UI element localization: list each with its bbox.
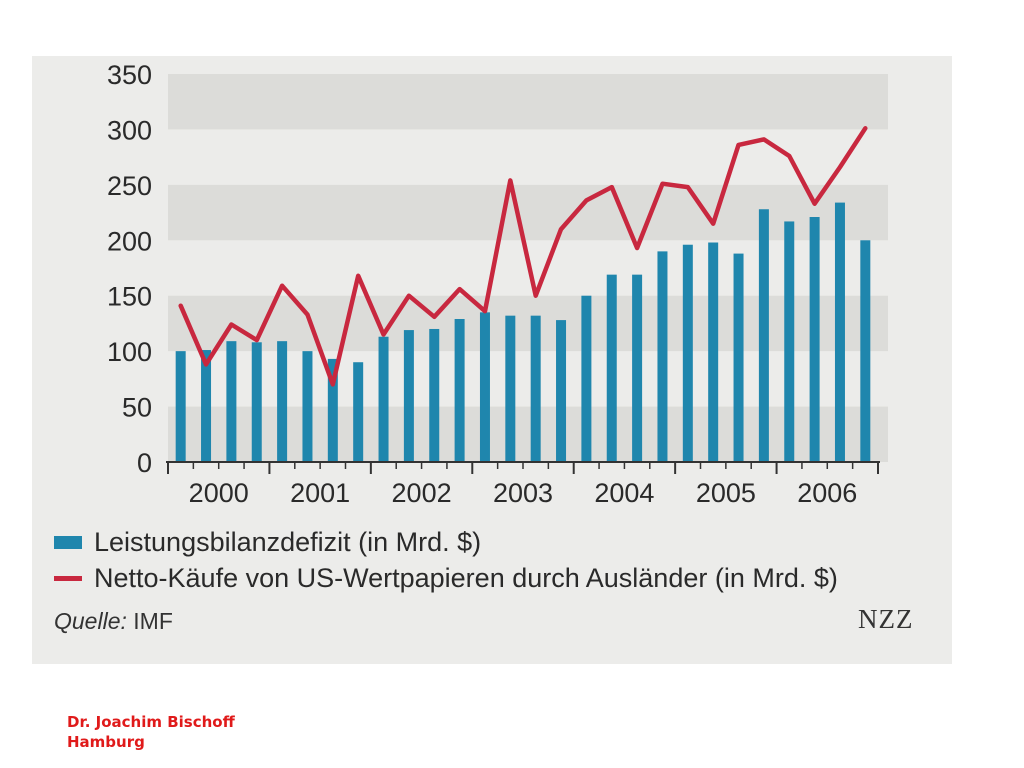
bar xyxy=(505,315,516,462)
bar xyxy=(353,362,364,462)
legend-label-line: Netto-Käufe von US-Wertpapieren durch Au… xyxy=(94,562,838,593)
y-tick-label: 100 xyxy=(107,337,152,367)
author-city: Hamburg xyxy=(67,733,145,751)
x-tick-label: 2004 xyxy=(594,478,654,508)
legend-entry-line: Netto-Käufe von US-Wertpapieren durch Au… xyxy=(54,560,838,596)
bar xyxy=(733,253,744,462)
chart-svg: 0 50 100 150 200 250 300 350 2000 2001 2002 2003 200… xyxy=(107,60,888,508)
bar xyxy=(809,217,820,462)
bar xyxy=(479,312,490,462)
bar xyxy=(708,242,719,462)
source-value: IMF xyxy=(133,608,173,634)
bar xyxy=(302,351,313,462)
bar xyxy=(378,336,389,462)
grid-band xyxy=(168,184,888,241)
bar xyxy=(758,209,769,462)
bar xyxy=(784,221,795,462)
x-tick-label: 2005 xyxy=(696,478,756,508)
bar xyxy=(860,240,871,462)
y-tick-label: 350 xyxy=(107,60,152,90)
y-tick-label: 250 xyxy=(107,171,152,201)
legend-swatch-line xyxy=(54,575,82,581)
bar xyxy=(682,244,693,462)
source-label: Quelle: xyxy=(54,608,127,634)
bar xyxy=(454,318,465,462)
legend-swatch-bars xyxy=(54,535,82,549)
x-tick-label: 2001 xyxy=(290,478,350,508)
bar xyxy=(251,342,262,462)
grid-band xyxy=(168,74,888,130)
author-credit: Dr. Joachim Bischoff Hamburg xyxy=(67,712,235,752)
bar xyxy=(834,202,845,462)
bar xyxy=(226,341,237,462)
bar xyxy=(403,330,414,462)
series-line xyxy=(178,126,868,387)
bar xyxy=(327,358,338,462)
y-tick-label: 0 xyxy=(137,448,152,478)
x-tick-label: 2002 xyxy=(392,478,452,508)
bar xyxy=(530,315,541,462)
y-tick-label: 200 xyxy=(107,226,152,256)
y-tick-label: 150 xyxy=(107,282,152,312)
bar xyxy=(429,328,440,462)
bar xyxy=(556,320,567,462)
y-tick-label: 300 xyxy=(107,115,152,145)
chart-figure: 0 50 100 150 200 250 300 350 2000 2001 2002 2003 200… xyxy=(32,56,952,664)
x-tick-label: 2003 xyxy=(493,478,553,508)
bar xyxy=(581,295,592,462)
legend-label-bars: Leistungsbilanzdefizit (in Mrd. $) xyxy=(94,526,482,557)
bar xyxy=(632,274,643,462)
legend-entry-bars: Leistungsbilanzdefizit (in Mrd. $) xyxy=(54,524,838,560)
bar xyxy=(201,350,212,462)
bar xyxy=(606,274,617,462)
x-tick-label: 2000 xyxy=(189,478,249,508)
author-name: Dr. Joachim Bischoff xyxy=(67,713,235,731)
bar xyxy=(277,341,288,462)
bar xyxy=(175,351,186,462)
grid-band xyxy=(168,406,888,462)
x-tick-label: 2006 xyxy=(797,478,857,508)
bar xyxy=(657,251,668,462)
publisher-logo: NZZ xyxy=(858,604,914,634)
source-note: Quelle: IMF xyxy=(54,608,173,635)
chart-legend: Leistungsbilanzdefizit (in Mrd. $) Netto… xyxy=(54,524,838,596)
y-tick-label: 50 xyxy=(122,393,152,423)
